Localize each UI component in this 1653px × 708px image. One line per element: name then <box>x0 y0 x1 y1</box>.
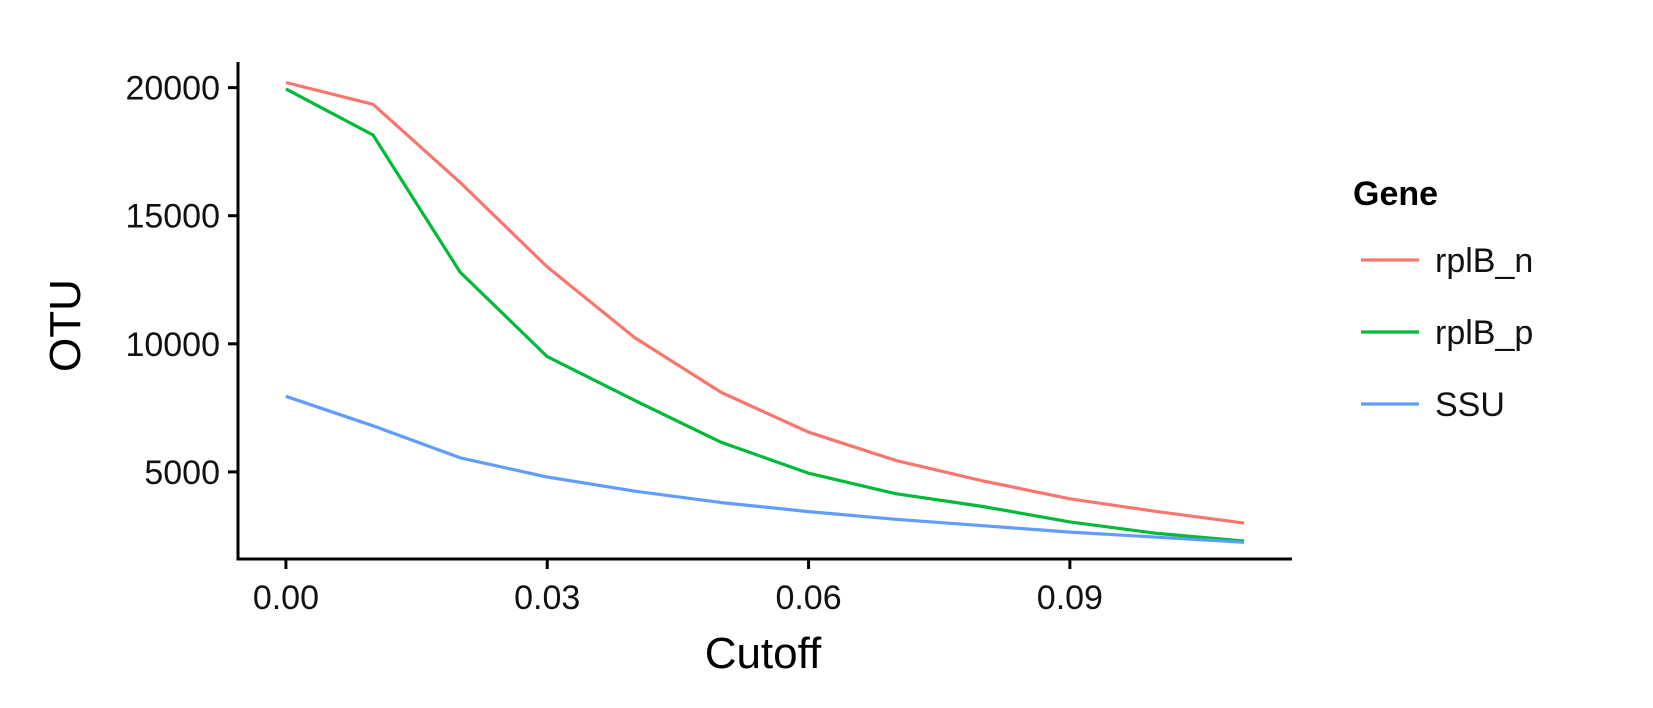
legend-label: SSU <box>1435 386 1505 424</box>
axes <box>236 62 1292 561</box>
y-tick-label: 10000 <box>125 326 220 364</box>
y-ticks: 5000 10000 15000 20000 <box>125 70 238 492</box>
y-axis-title: OTU <box>41 279 90 372</box>
x-tick-label: 0.06 <box>775 579 841 617</box>
legend-title: Gene <box>1353 175 1438 213</box>
series-line-rplb-p <box>285 87 1245 543</box>
legend-items: rplB_n rplB_p SSU <box>1361 242 1533 424</box>
x-axis-title: Cutoff <box>705 629 822 678</box>
series-line-rplb-n <box>285 80 1245 525</box>
x-ticks: 0.00 0.03 0.06 0.09 <box>253 559 1103 617</box>
legend-label: rplB_n <box>1435 242 1533 280</box>
y-tick-label: 5000 <box>144 454 220 492</box>
legend-label: rplB_p <box>1435 314 1533 352</box>
x-tick-label: 0.00 <box>253 579 319 617</box>
y-tick-label: 15000 <box>125 198 220 236</box>
legend: Gene rplB_n rplB_p SSU <box>1353 175 1533 424</box>
series-line-ssu <box>285 394 1245 544</box>
plot-lines <box>285 80 1245 544</box>
x-tick-label: 0.09 <box>1037 579 1103 617</box>
y-tick-label: 20000 <box>125 70 220 108</box>
x-tick-label: 0.03 <box>514 579 580 617</box>
